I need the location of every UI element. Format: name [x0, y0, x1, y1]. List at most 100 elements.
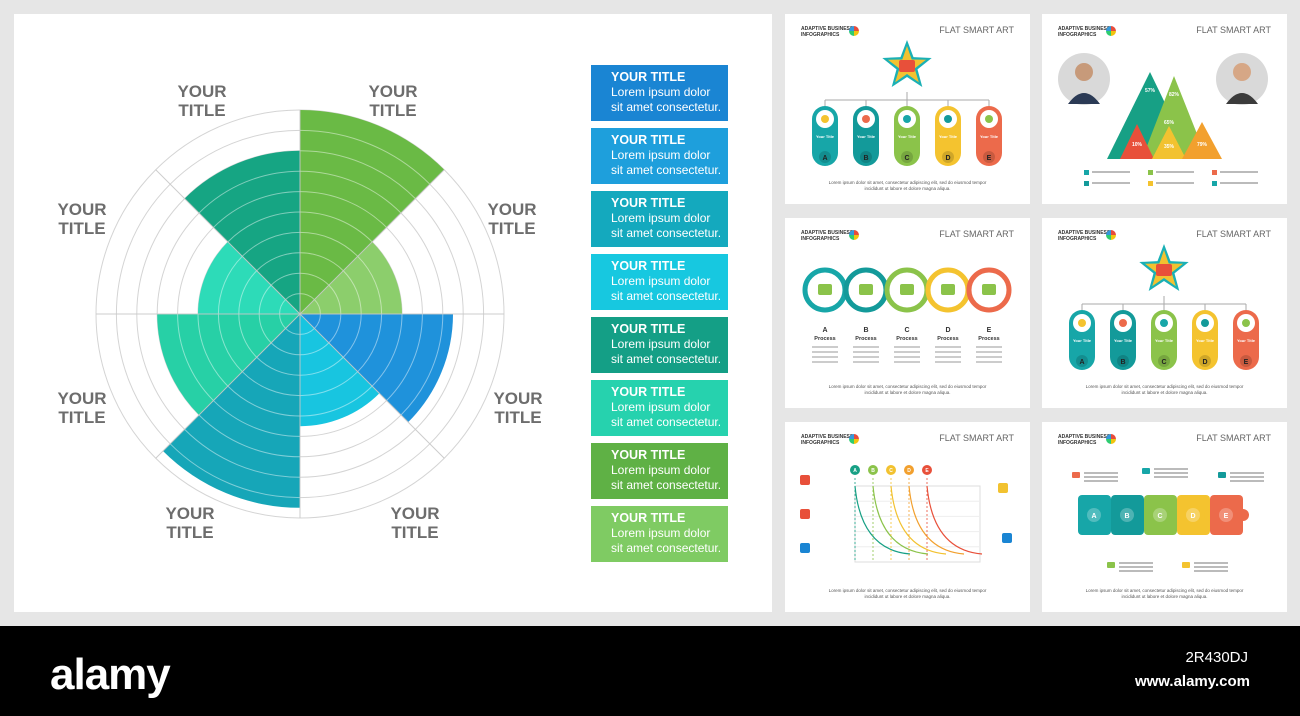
puzzle-letter-circle [1087, 508, 1101, 522]
thumb-3[interactable]: A Process B Process C Process D Process E Process… [785, 218, 1030, 408]
polar-label: YOUR TITLE [57, 389, 107, 427]
process-icon [818, 284, 832, 295]
legend-text: sit amet consectetur. [611, 352, 722, 366]
percent-label: 82% [1169, 92, 1180, 98]
sector-ring-arc [217, 255, 243, 315]
side-icon [800, 475, 810, 485]
legend-text: sit amet consectetur. [611, 163, 722, 177]
marker-pin [886, 465, 896, 475]
legend-text: Lorem ipsum dolor [611, 400, 711, 414]
sector-ring-arc [299, 342, 330, 356]
letter-circle [901, 151, 913, 163]
pill-icon [1160, 319, 1168, 327]
placeholder-line [1194, 566, 1228, 568]
legend-item: YOUR TITLE Lorem ipsum dolor sit amet cons… [591, 506, 728, 562]
legend-text: sit amet consectetur. [611, 100, 722, 114]
thumb-brand: ADAPTIVE BUSINESS INFOGRAPHICS [1058, 230, 1111, 242]
polar-label: YOUR TITLE [487, 200, 537, 238]
pill-letter: E [987, 155, 992, 162]
brand-pie-icon [1106, 230, 1116, 240]
polar-label: YOUR TITLE [165, 504, 215, 542]
polar-sector[interactable] [162, 314, 300, 508]
legend-text: sit amet consectetur. [611, 541, 722, 555]
thumb-5[interactable]: A B C D E ADAPTIVE BUSINESS INFOGRAPHICS FLAT … [785, 422, 1030, 612]
thumb-content: Your Title A Your Title B Your Title C Your Ti… [1042, 218, 1287, 408]
thumb-heading: FLAT SMART ART [1196, 229, 1271, 239]
pill-letter: E [1244, 359, 1249, 366]
pill-title: Your Title [939, 134, 958, 139]
legend-item: YOUR TITLE Lorem ipsum dolor sit amet cons… [591, 128, 728, 184]
process-label: Process [814, 336, 835, 342]
polar-sector[interactable] [184, 150, 300, 314]
pill-title: Your Title [1114, 338, 1133, 343]
percent-label: 65% [1164, 120, 1175, 126]
thumb-content: Your Title A Your Title B Your Title C Your Ti… [785, 14, 1030, 204]
sector-ring-arc [299, 385, 373, 417]
thumb-footer: Lorem ipsum dolor sit amet, consectetur … [828, 384, 987, 395]
pill-title: Your Title [1073, 338, 1092, 343]
polar-sector[interactable] [157, 314, 300, 415]
polar-chart-panel: YOUR TITLE YOUR TITLE YOUR TITLE YOUR TITLE… [14, 14, 772, 612]
decay-curve [854, 485, 911, 555]
placeholder-line [1194, 570, 1228, 572]
decay-curve [890, 485, 947, 555]
sector-ring-arc [299, 293, 315, 300]
placeholder-line [1230, 476, 1264, 478]
sector-ring-arc [285, 293, 301, 300]
percent-label: 57% [1145, 88, 1156, 94]
placeholder-line [976, 346, 1002, 348]
pill-letter: C [904, 155, 909, 162]
legend-text: Lorem ipsum dolor [611, 274, 711, 288]
marker-letter: C [889, 468, 893, 474]
avatar-body [1068, 93, 1100, 104]
thumb-content: A B C D E ADAPTIVE BUSINESS INFOGRAPHICS FLAT … [1042, 422, 1287, 612]
polar-sector[interactable] [198, 241, 300, 314]
process-letter: D [945, 327, 950, 334]
thumb-2[interactable]: 57% 82% 10% 65% 35% 79% ADAPTIVE BUSINESS INFO… [1042, 14, 1287, 204]
sector-ring-arc [217, 313, 243, 373]
thumb-heading: FLAT SMART ART [939, 25, 1014, 35]
sector-ring-arc [328, 284, 342, 315]
process-label: Process [855, 336, 876, 342]
polar-sector[interactable] [300, 110, 445, 314]
polar-sector[interactable] [300, 241, 402, 314]
sector-ring-arc [400, 313, 444, 416]
sector-ring-arc [299, 231, 359, 257]
letter-circle [860, 151, 872, 163]
placeholder-line [1084, 476, 1118, 478]
process-icon [900, 284, 914, 295]
percent-label: 35% [1164, 144, 1175, 150]
sector-ring-arc [270, 342, 301, 356]
pill-letter: C [1161, 359, 1166, 366]
grid-spoke [299, 169, 445, 315]
thumb-4[interactable]: Your Title A Your Title B Your Title C Your Ti… [1042, 218, 1287, 408]
legend-title: YOUR TITLE [611, 133, 686, 147]
sector-ring-arc [169, 443, 301, 499]
polar-sector[interactable] [300, 314, 380, 427]
sector-ring-arc [299, 150, 416, 199]
pill-title: Your Title [898, 134, 917, 139]
sector-ring-arc [314, 299, 321, 315]
placeholder-line [894, 351, 920, 353]
thumb-1[interactable]: Your Title A Your Title B Your Title C Your Ti… [785, 14, 1030, 204]
thumb-6[interactable]: A B C D E ADAPTIVE BUSINESS INFOGRAPHICS FLAT … [1042, 422, 1287, 612]
legend-icon [1084, 181, 1089, 186]
polar-sector[interactable] [300, 314, 454, 423]
placeholder-line [1092, 182, 1130, 184]
process-icon [941, 284, 955, 295]
sector-ring-arc [386, 313, 423, 401]
legend-icon [1148, 170, 1153, 175]
sector-ring-arc [342, 313, 362, 358]
puzzle-piece [1144, 495, 1177, 535]
placeholder-line [976, 351, 1002, 353]
puzzle-piece [1078, 495, 1111, 535]
placeholder-line [812, 361, 838, 363]
avatar-face [1075, 63, 1093, 81]
placeholder-line [853, 351, 879, 353]
sector-ring-arc [299, 252, 344, 272]
marker-letter: E [925, 468, 929, 474]
sector-ring-arc [256, 356, 301, 376]
plot-frame [854, 485, 981, 563]
process-letter: B [863, 327, 868, 334]
sector-ring-arc [342, 270, 362, 315]
